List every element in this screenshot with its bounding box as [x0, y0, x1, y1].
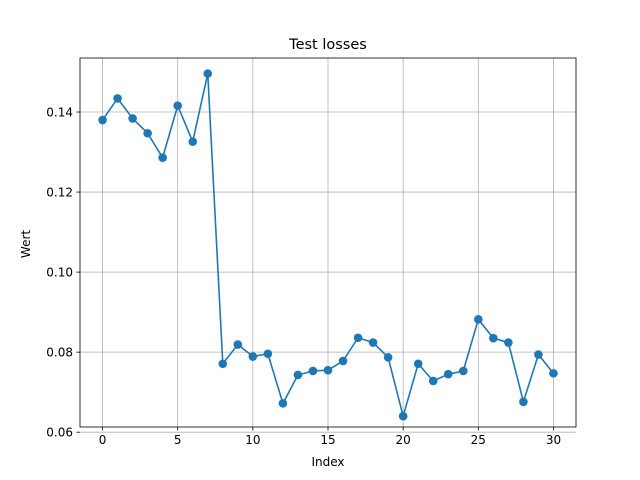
x-tick-label: 0 — [99, 433, 107, 447]
x-tick-label: 20 — [396, 433, 411, 447]
data-point — [263, 349, 273, 359]
data-point — [353, 333, 363, 343]
data-point — [233, 340, 243, 349]
data-point — [398, 411, 408, 421]
data-point — [203, 69, 213, 78]
data-point — [474, 315, 483, 324]
grid — [80, 58, 576, 433]
x-tick-label: 25 — [471, 433, 486, 447]
x-axis-ticks: 0 5 10 15 20 25 30 — [99, 427, 561, 447]
data-point — [98, 115, 107, 125]
data-point — [534, 350, 543, 359]
data-point — [113, 94, 122, 103]
data-point — [248, 352, 258, 361]
y-axis-label: Wert — [19, 230, 33, 258]
y-tick-label: 0.08 — [46, 345, 73, 359]
x-tick-label: 30 — [546, 433, 561, 447]
x-tick-label: 15 — [320, 433, 335, 447]
x-tick-label: 10 — [245, 433, 260, 447]
data-point — [504, 338, 513, 347]
data-point — [413, 359, 423, 369]
data-point — [443, 369, 453, 379]
x-tick-label: 5 — [174, 433, 182, 447]
y-tick-label: 0.12 — [46, 185, 73, 199]
data-point — [173, 101, 182, 110]
data-point — [549, 369, 558, 378]
series-test-losses — [98, 69, 558, 421]
data-point — [368, 338, 378, 347]
data-point — [519, 397, 528, 407]
data-point — [293, 370, 303, 380]
chart-title: Test losses — [288, 37, 367, 53]
data-point — [323, 365, 333, 375]
data-point — [188, 137, 198, 146]
y-tick-label: 0.14 — [46, 105, 73, 119]
data-point — [338, 356, 348, 366]
y-tick-label: 0.10 — [46, 265, 73, 279]
data-point — [489, 333, 498, 343]
data-point — [278, 399, 288, 408]
data-point — [458, 366, 468, 376]
data-point — [308, 366, 318, 376]
data-point — [128, 114, 137, 123]
data-point — [428, 376, 438, 386]
y-tick-label: 0.06 — [46, 426, 73, 440]
y-axis-ticks: 0.06 0.08 0.10 0.12 0.14 — [46, 105, 80, 440]
data-point — [218, 359, 228, 369]
data-point — [143, 128, 152, 138]
data-point — [383, 353, 393, 362]
x-axis-label: Index — [311, 455, 344, 469]
data-point — [158, 153, 167, 162]
